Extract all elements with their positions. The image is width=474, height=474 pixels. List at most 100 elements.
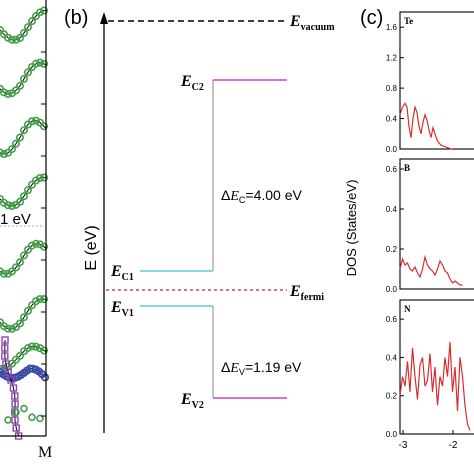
band-structure-panel: 1 eV M [0,0,52,461]
y-tick-label: 1.6 [386,23,398,32]
band-marker [27,241,36,250]
band-marker [27,17,36,26]
level-symbol: E [289,13,301,30]
band-marker [23,23,32,32]
band-marker [27,180,36,189]
ev1-label: EV1 [110,299,134,319]
dos-curve-te [399,102,453,150]
dos-curve-b [399,254,463,286]
band-marker [19,251,28,260]
x-tick-label-minus2: -2 [449,440,458,451]
level-subscript: V1 [122,308,134,319]
band-marker [15,133,24,142]
level-symbol: E [289,283,301,300]
band-marker [19,313,28,322]
fermi-level-label: Efermi [289,283,324,303]
band-marker [23,68,32,77]
y-tick-label: 0.8 [386,84,398,93]
x-tick-label-minus3: -3 [399,440,408,451]
band-marker [0,88,8,97]
x-tick-label-m: M [38,444,52,461]
band-marker [31,239,40,248]
delta-symbol: Δ [221,187,230,203]
band-marker [2,360,10,368]
band-marker [4,269,13,278]
band-marker [35,344,44,353]
band-marker [0,269,8,278]
delta-symbol: Δ [221,359,230,375]
y-tick-label: 0.6 [386,315,398,324]
offset-value: =1.19 eV [245,359,302,375]
panel-a-y-ticks [41,51,46,417]
level-symbol: E [180,73,192,90]
band-marker [35,295,44,304]
band-marker [7,376,15,384]
band-marker [0,26,4,34]
band-marker [39,295,48,304]
band-marker [12,263,21,272]
band-marker [15,33,24,42]
band-marker [12,35,21,44]
band-marker [8,35,17,44]
band-marker [39,242,48,251]
band-marker [1,336,9,344]
band-marker [15,81,24,90]
band-marker [27,342,36,351]
band-marker [8,145,17,154]
band-marker [19,28,28,37]
level-subscript: vacuum [301,22,336,33]
b-element-label: B [404,163,410,173]
band-marker [39,346,48,355]
te-element-label: Te [404,16,413,26]
dos-curves [399,102,471,431]
band-marker [23,343,32,352]
ec2-label: EC2 [180,73,204,93]
band-marker [0,367,5,377]
band-marker [20,404,28,413]
band-marker [15,351,24,360]
band-marker [4,201,13,210]
band-marker [4,324,13,333]
band-marker [12,86,21,95]
panel-c-label: (c) [360,7,383,29]
energy-axis-label: E (eV) [83,225,100,270]
band-marker [23,306,32,315]
band-marker [19,74,28,83]
band-marker [4,416,12,424]
delta-ev-label: ΔEV=1.19 eV [221,359,302,377]
band-marker [27,301,36,310]
band-marker [0,149,8,158]
band-marker [12,139,21,148]
dos-panel: (c) DOS (States/eV) Te B N 0.0 0.4 0.8 1.2 1… [344,7,474,451]
band-curves [0,6,50,440]
band-marker [0,318,4,327]
offset-symbol: E [229,189,239,204]
band-marker [39,59,48,68]
y-tick-label: 0.2 [386,392,398,401]
band-marker [15,258,24,267]
band-gap-annotation: 1 eV [0,211,31,228]
vacuum-level-label: Evacuum [289,13,335,33]
band-marker [0,267,4,276]
band-marker [31,116,40,125]
n-element-label: N [404,304,411,314]
band-marker [39,173,48,182]
dos-axis-label: DOS (States/eV) [344,180,359,277]
level-subscript: V2 [192,400,204,411]
level-subscript: C1 [122,272,134,283]
band-marker [11,400,19,408]
band-marker [8,324,17,333]
y-tick-label: 0.0 [386,145,398,154]
band-line [0,62,47,95]
band-marker [4,89,13,98]
band-marker [8,267,17,276]
band-marker [1,352,9,360]
band-marker [12,408,20,417]
band-marker [4,33,13,42]
y-tick-label: 1.2 [386,54,398,63]
b-subplot-frame [399,158,474,290]
dos-curve-n [399,342,471,431]
band-marker [35,8,44,17]
band-marker [31,59,40,68]
